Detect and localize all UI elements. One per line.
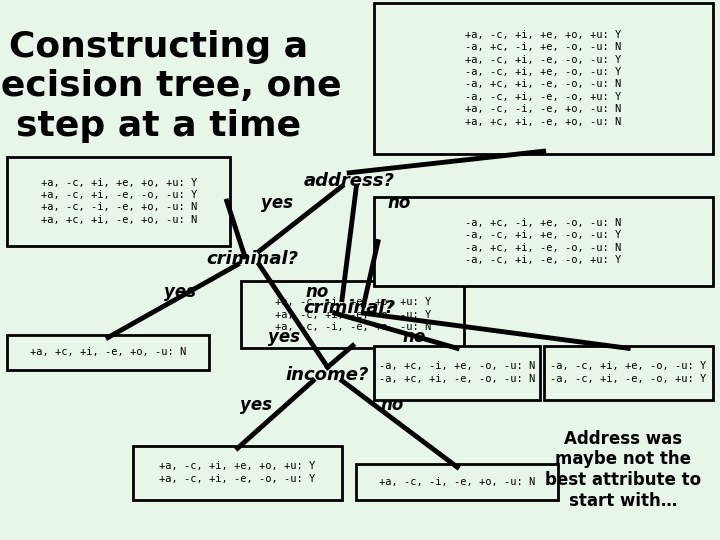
Text: address?: address? <box>304 172 395 190</box>
FancyBboxPatch shape <box>241 281 464 348</box>
FancyBboxPatch shape <box>7 335 209 370</box>
Text: +a, -c, +i, +e, +o, +u: Y
+a, -c, +i, -e, -o, -u: Y
+a, -c, -i, -e, +o, -u: N: +a, -c, +i, +e, +o, +u: Y +a, -c, +i, -e… <box>274 297 431 332</box>
Text: criminal?: criminal? <box>303 299 395 317</box>
Text: no: no <box>381 396 404 414</box>
FancyBboxPatch shape <box>133 446 342 500</box>
Text: yes: yes <box>164 282 196 301</box>
Text: yes: yes <box>240 396 271 414</box>
FancyBboxPatch shape <box>374 197 713 286</box>
Text: yes: yes <box>261 193 293 212</box>
Text: +a, -c, +i, +e, +o, +u: Y
+a, -c, +i, -e, -o, -u: Y: +a, -c, +i, +e, +o, +u: Y +a, -c, +i, -e… <box>159 461 316 484</box>
Text: +a, -c, +i, +e, +o, +u: Y
+a, -c, +i, -e, -o, -u: Y
+a, -c, -i, -e, +o, -u: N
+a: +a, -c, +i, +e, +o, +u: Y +a, -c, +i, -e… <box>40 178 197 225</box>
FancyBboxPatch shape <box>356 464 558 500</box>
FancyBboxPatch shape <box>7 157 230 246</box>
Text: no: no <box>305 282 328 301</box>
FancyBboxPatch shape <box>374 346 540 400</box>
Text: yes: yes <box>269 328 300 347</box>
Text: no: no <box>402 328 426 347</box>
FancyBboxPatch shape <box>374 3 713 154</box>
Text: -a, -c, +i, +e, -o, -u: Y
-a, -c, +i, -e, -o, +u: Y: -a, -c, +i, +e, -o, -u: Y -a, -c, +i, -e… <box>550 361 706 384</box>
Text: Address was
maybe not the
best attribute to
start with…: Address was maybe not the best attribute… <box>545 430 701 510</box>
FancyBboxPatch shape <box>544 346 713 400</box>
Text: criminal?: criminal? <box>206 250 298 268</box>
Text: +a, -c, -i, -e, +o, -u: N: +a, -c, -i, -e, +o, -u: N <box>379 477 536 487</box>
Text: +a, +c, +i, -e, +o, -u: N: +a, +c, +i, -e, +o, -u: N <box>30 347 186 357</box>
Text: Constructing a
decision tree, one
step at a time: Constructing a decision tree, one step a… <box>0 30 342 143</box>
Text: -a, +c, -i, +e, -o, -u: N
-a, -c, +i, +e, -o, -u: Y
-a, +c, +i, -e, -o, -u: N
-a: -a, +c, -i, +e, -o, -u: N -a, -c, +i, +e… <box>465 218 622 265</box>
Text: income?: income? <box>286 366 369 384</box>
Text: no: no <box>388 193 411 212</box>
Text: +a, -c, +i, +e, +o, +u: Y
-a, +c, -i, +e, -o, -u: N
+a, -c, +i, -e, -o, -u: Y
-a: +a, -c, +i, +e, +o, +u: Y -a, +c, -i, +e… <box>465 30 622 127</box>
Text: -a, +c, -i, +e, -o, -u: N
-a, +c, +i, -e, -o, -u: N: -a, +c, -i, +e, -o, -u: N -a, +c, +i, -e… <box>379 361 536 384</box>
